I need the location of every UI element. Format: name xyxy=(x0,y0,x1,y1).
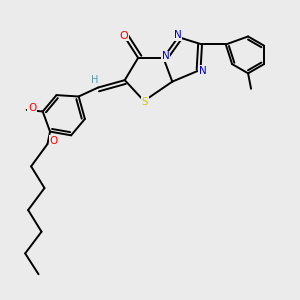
Text: O: O xyxy=(119,31,128,40)
Text: N: N xyxy=(174,30,182,40)
Text: N: N xyxy=(162,51,169,62)
Text: H: H xyxy=(91,75,98,85)
Text: O: O xyxy=(28,103,36,113)
Text: N: N xyxy=(199,66,207,76)
Text: S: S xyxy=(141,97,148,106)
Text: O: O xyxy=(50,136,58,146)
